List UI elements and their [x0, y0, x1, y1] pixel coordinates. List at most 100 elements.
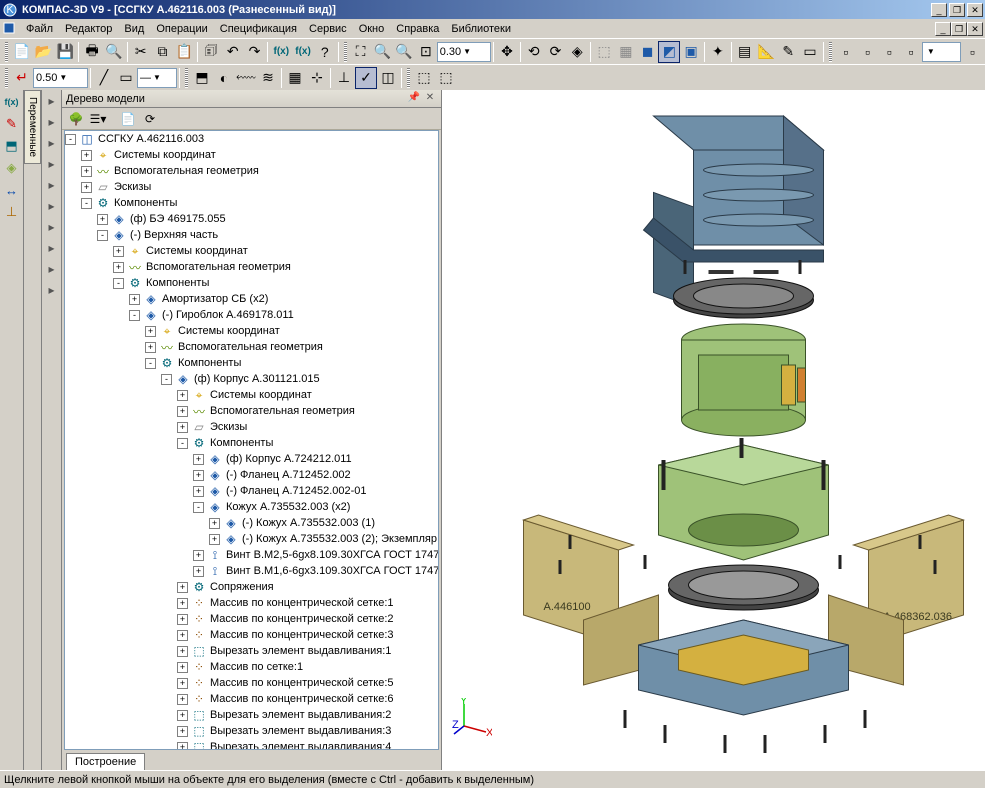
extrude-button[interactable]: ⬒: [191, 67, 213, 89]
preview-button[interactable]: 🔍: [103, 41, 125, 63]
mdi-minimize-button[interactable]: _: [935, 22, 951, 36]
revolve-button[interactable]: ◐: [213, 67, 235, 89]
persp-button[interactable]: ▣: [680, 41, 702, 63]
zoom-in-button[interactable]: 🔍: [371, 41, 393, 63]
tree-row[interactable]: +◈(ф) БЭ 469175.055: [65, 211, 438, 227]
vtb-extrude-icon[interactable]: ⬒: [2, 136, 22, 156]
zoom-fit-button[interactable]: ⛶: [350, 41, 372, 63]
tree-expander[interactable]: +: [177, 726, 188, 737]
menu-сервис[interactable]: Сервис: [303, 21, 353, 37]
tree-expander[interactable]: -: [113, 278, 124, 289]
asm3-button[interactable]: ▫: [878, 41, 900, 63]
tree-row[interactable]: -⚙Компоненты: [65, 195, 438, 211]
tree-expander[interactable]: +: [193, 486, 204, 497]
tree-expander[interactable]: -: [65, 134, 76, 145]
help-button[interactable]: ?: [314, 41, 336, 63]
tree-row[interactable]: +⌖Системы координат: [65, 147, 438, 163]
vtb-sketch-icon[interactable]: ✎: [2, 114, 22, 134]
ltype-combo[interactable]: —▼: [137, 68, 177, 88]
shaded-button[interactable]: ◼: [637, 41, 659, 63]
measure-button[interactable]: 📐: [756, 41, 778, 63]
vars-button[interactable]: f(x): [270, 41, 292, 63]
tree-row[interactable]: -◈(-) Верхняя часть: [65, 227, 438, 243]
tree-refresh-button[interactable]: ⟳: [140, 109, 160, 129]
tree-row[interactable]: -⚙Компоненты: [65, 435, 438, 451]
tree-expander[interactable]: +: [129, 294, 140, 305]
tree-doc-button[interactable]: 📄: [118, 109, 138, 129]
tree-body[interactable]: -◫ССГКУ А.462116.003+⌖Системы координат+…: [64, 130, 439, 750]
render-button[interactable]: ✦: [707, 41, 729, 63]
cut-button[interactable]: ✂: [130, 41, 152, 63]
tree-row[interactable]: +◈(-) Кожух А.735532.003 (1): [65, 515, 438, 531]
pan-button[interactable]: ✥: [496, 41, 518, 63]
tree-row[interactable]: +⁘Массив по концентрической сетке:1: [65, 595, 438, 611]
tree-expander[interactable]: +: [177, 662, 188, 673]
grid-button[interactable]: ▦: [284, 67, 306, 89]
tree-row[interactable]: +◈(-) Фланец А.712452.002: [65, 467, 438, 483]
asm2-button[interactable]: ▫: [857, 41, 879, 63]
viewport-3d[interactable]: А.446100 А.468362.036: [442, 90, 985, 770]
vtb2-3[interactable]: ▸: [43, 134, 61, 152]
tree-expander[interactable]: +: [177, 694, 188, 705]
tree-expander[interactable]: +: [209, 518, 220, 529]
tree-expander[interactable]: +: [81, 166, 92, 177]
paste-button[interactable]: 📋: [173, 41, 195, 63]
tree-row[interactable]: -⚙Компоненты: [65, 355, 438, 371]
ex2-button[interactable]: ⬚: [435, 67, 457, 89]
menu-библиотеки[interactable]: Библиотеки: [445, 21, 517, 37]
vtb2-2[interactable]: ▸: [43, 113, 61, 131]
props-button[interactable]: 🗊: [200, 41, 222, 63]
tree-expander[interactable]: +: [81, 150, 92, 161]
ex1-button[interactable]: ⬚: [413, 67, 435, 89]
vtb2-8[interactable]: ▸: [43, 239, 61, 257]
tree-expander[interactable]: +: [145, 326, 156, 337]
tree-expander[interactable]: +: [193, 550, 204, 561]
menu-справка[interactable]: Справка: [390, 21, 445, 37]
vtb-fx-button[interactable]: f(x): [2, 92, 22, 112]
asm5-button[interactable]: ▫: [961, 41, 983, 63]
tree-expander[interactable]: -: [129, 310, 140, 321]
tree-row[interactable]: +⌖Системы координат: [65, 387, 438, 403]
menu-операции[interactable]: Операции: [150, 21, 213, 37]
layers-button[interactable]: ▭: [799, 41, 821, 63]
menu-окно[interactable]: Окно: [353, 21, 391, 37]
asm4-button[interactable]: ▫: [900, 41, 922, 63]
tree-expander[interactable]: -: [81, 198, 92, 209]
snap-button[interactable]: ⊹: [306, 67, 328, 89]
redo-button[interactable]: ↷: [244, 41, 266, 63]
section-button[interactable]: ▤: [734, 41, 756, 63]
maximize-button[interactable]: ❐: [949, 3, 965, 17]
tree-expander[interactable]: +: [177, 678, 188, 689]
tree-expander[interactable]: -: [161, 374, 172, 385]
tree-expander[interactable]: -: [145, 358, 156, 369]
tree-expander[interactable]: +: [193, 566, 204, 577]
tree-row[interactable]: +◈(-) Кожух А.735532.003 (2); Экземпляр …: [65, 531, 438, 547]
tree-expander[interactable]: +: [113, 246, 124, 257]
tree-row[interactable]: +⟟Винт В.М1,6-6gx3.109.30ХГСА ГОСТ 17475…: [65, 563, 438, 579]
loft-button[interactable]: ≋: [257, 67, 279, 89]
tree-row[interactable]: +◈Амортизатор СБ (x2): [65, 291, 438, 307]
orbit-button[interactable]: ⟳: [545, 41, 567, 63]
tree-expander[interactable]: +: [193, 470, 204, 481]
vtb2-9[interactable]: ▸: [43, 260, 61, 278]
vtb2-10[interactable]: ▸: [43, 281, 61, 299]
print-button[interactable]: 🖶: [81, 41, 103, 63]
tree-row[interactable]: +〰Вспомогательная геометрия: [65, 163, 438, 179]
tree-row[interactable]: +〰Вспомогательная геометрия: [65, 339, 438, 355]
new-button[interactable]: 📄: [11, 41, 33, 63]
tree-row[interactable]: +〰Вспомогательная геометрия: [65, 259, 438, 275]
filter-combo[interactable]: ▼: [922, 42, 962, 62]
tree-row[interactable]: +⁘Массив по концентрической сетке:5: [65, 675, 438, 691]
fx-button[interactable]: f(x): [292, 41, 314, 63]
tree-expander[interactable]: +: [97, 214, 108, 225]
vtb2-7[interactable]: ▸: [43, 218, 61, 236]
tree-expander[interactable]: -: [177, 438, 188, 449]
undo-button[interactable]: ↶: [222, 41, 244, 63]
tree-row[interactable]: +⬚Вырезать элемент выдавливания:1: [65, 643, 438, 659]
tree-expander[interactable]: -: [97, 230, 108, 241]
menu-редактор[interactable]: Редактор: [59, 21, 118, 37]
tree-expander[interactable]: -: [193, 502, 204, 513]
tree-expander[interactable]: +: [81, 182, 92, 193]
vtb2-5[interactable]: ▸: [43, 176, 61, 194]
zoom-out-button[interactable]: 🔍: [393, 41, 415, 63]
